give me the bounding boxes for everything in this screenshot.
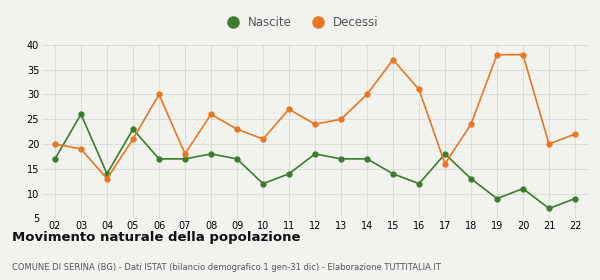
Decessi xyxy=(233,127,241,131)
Nascite xyxy=(389,172,397,176)
Legend: Nascite, Decessi: Nascite, Decessi xyxy=(216,11,384,34)
Nascite xyxy=(337,157,344,160)
Nascite xyxy=(103,172,110,176)
Nascite xyxy=(520,187,527,190)
Text: COMUNE DI SERINA (BG) - Dati ISTAT (bilancio demografico 1 gen-31 dic) - Elabora: COMUNE DI SERINA (BG) - Dati ISTAT (bila… xyxy=(12,263,441,272)
Decessi xyxy=(130,137,137,141)
Decessi xyxy=(442,162,449,165)
Nascite xyxy=(467,177,475,180)
Nascite xyxy=(208,152,215,156)
Line: Decessi: Decessi xyxy=(53,52,577,181)
Nascite xyxy=(364,157,371,160)
Nascite xyxy=(233,157,241,160)
Decessi xyxy=(520,53,527,56)
Decessi xyxy=(337,118,344,121)
Text: Movimento naturale della popolazione: Movimento naturale della popolazione xyxy=(12,231,301,244)
Decessi xyxy=(493,53,500,56)
Decessi xyxy=(155,93,163,96)
Nascite xyxy=(311,152,319,156)
Nascite xyxy=(442,152,449,156)
Decessi xyxy=(571,132,578,136)
Decessi xyxy=(545,142,553,146)
Nascite xyxy=(545,207,553,210)
Nascite xyxy=(77,113,85,116)
Decessi xyxy=(364,93,371,96)
Decessi xyxy=(77,147,85,151)
Decessi xyxy=(286,108,293,111)
Nascite xyxy=(52,157,59,160)
Nascite xyxy=(155,157,163,160)
Decessi xyxy=(467,122,475,126)
Nascite xyxy=(259,182,266,185)
Nascite xyxy=(286,172,293,176)
Nascite xyxy=(130,127,137,131)
Line: Nascite: Nascite xyxy=(53,112,577,211)
Decessi xyxy=(208,113,215,116)
Decessi xyxy=(389,58,397,61)
Decessi xyxy=(311,122,319,126)
Decessi xyxy=(52,142,59,146)
Decessi xyxy=(181,152,188,156)
Decessi xyxy=(415,88,422,91)
Decessi xyxy=(103,177,110,180)
Nascite xyxy=(415,182,422,185)
Decessi xyxy=(259,137,266,141)
Nascite xyxy=(181,157,188,160)
Nascite xyxy=(571,197,578,200)
Nascite xyxy=(493,197,500,200)
